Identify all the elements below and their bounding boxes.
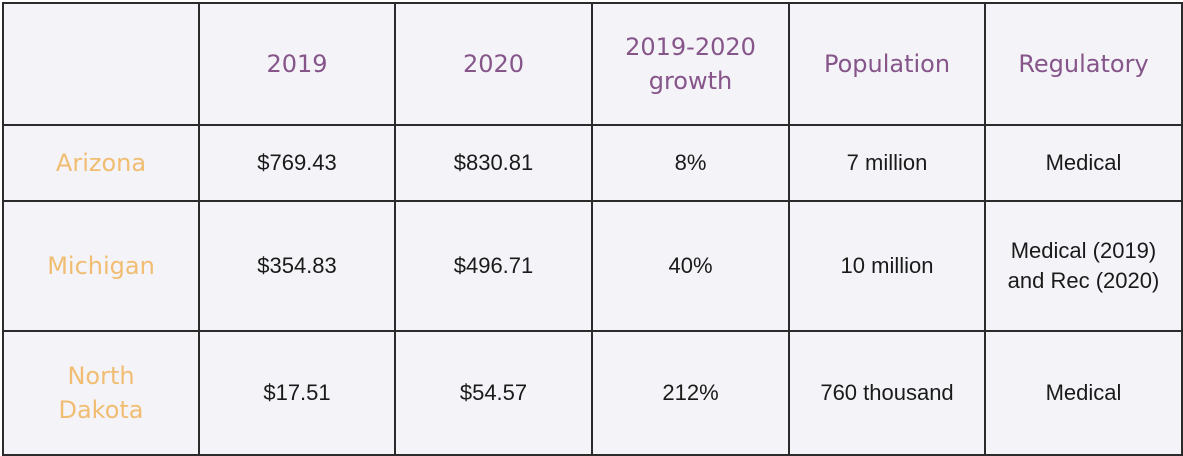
sales-2020-cell: $496.71 [394,200,593,332]
state-name: Michigan [2,200,200,332]
state-name: Arizona [2,124,200,202]
population-cell: 10 million [788,200,986,332]
sales-2019-cell: $354.83 [198,200,396,332]
sales-2019-cell: $769.43 [198,124,396,202]
table-row: North Dakota $17.51 $54.57 212% 760 thou… [2,330,1183,456]
population-cell: 760 thousand [788,330,986,456]
regulatory-cell: Medical (2019) and Rec (2020) [984,200,1183,332]
header-row: 2019 2020 2019-2020 growth Population Re… [2,2,1183,126]
sales-2019-cell: $17.51 [198,330,396,456]
population-cell: 7 million [788,124,986,202]
growth-cell: 8% [591,124,790,202]
regulatory-cell: Medical [984,330,1183,456]
column-header-regulatory: Regulatory [984,2,1183,126]
sales-2020-cell: $830.81 [394,124,593,202]
column-header-growth: 2019-2020 growth [591,2,790,126]
state-name: North Dakota [2,330,200,456]
table-row: Arizona $769.43 $830.81 8% 7 million Med… [2,124,1183,202]
corner-cell [2,2,200,126]
column-header-2020: 2020 [394,2,593,126]
column-header-2019: 2019 [198,2,396,126]
growth-cell: 40% [591,200,790,332]
column-header-population: Population [788,2,986,126]
regulatory-cell: Medical [984,124,1183,202]
column-header-growth-label: 2019-2020 growth [625,33,756,95]
growth-cell: 212% [591,330,790,456]
state-name-label: North Dakota [58,362,144,424]
table-row: Michigan $354.83 $496.71 40% 10 million … [2,200,1183,332]
sales-2020-cell: $54.57 [394,330,593,456]
